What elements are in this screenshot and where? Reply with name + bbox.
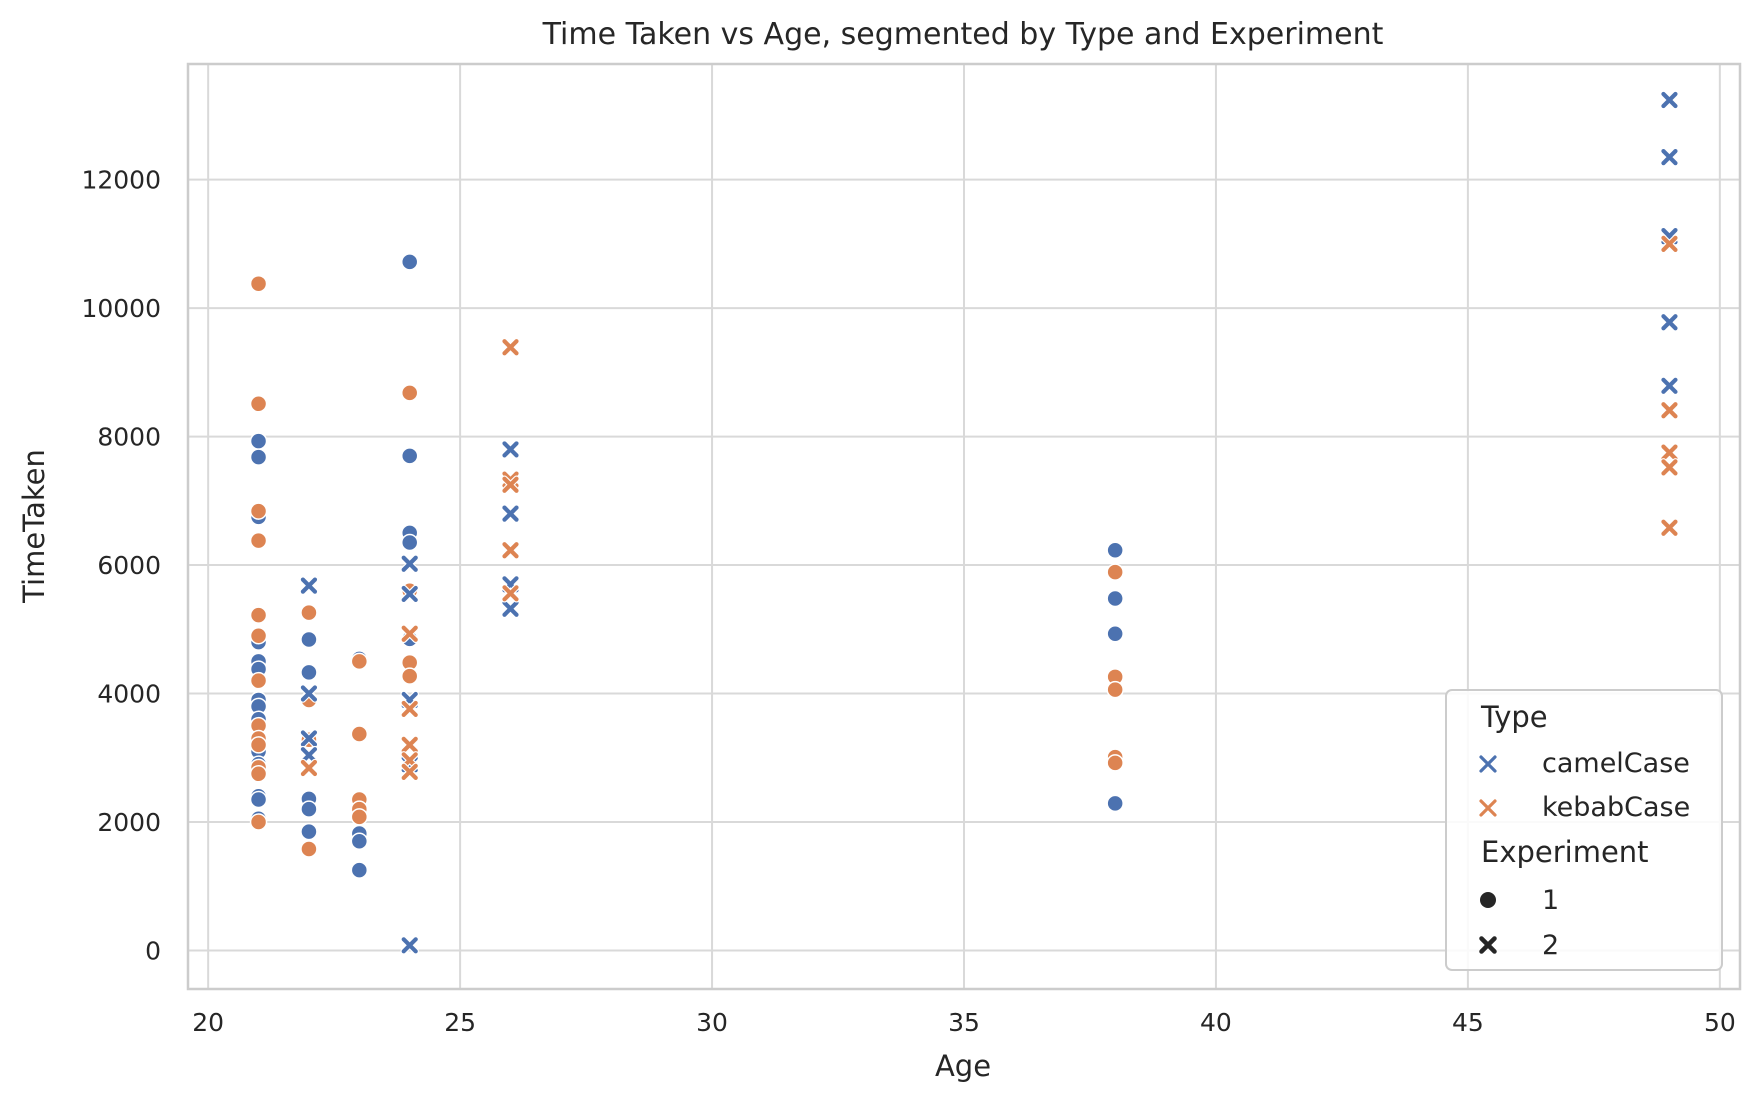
kebabcase-exp2-point [501, 541, 520, 560]
camelcase-exp1-point [300, 822, 318, 841]
camelcase-exp2-point [1660, 376, 1679, 396]
legend-camelcase-label: camelCase [1542, 748, 1690, 779]
legend-kebabcase-label: kebabCase [1542, 792, 1690, 823]
camelcase-exp1-point [300, 663, 318, 682]
camelcase-exp2-point [299, 684, 319, 703]
kebabcase-exp1-point [249, 765, 268, 783]
legend-experiment-2-label: 2 [1542, 930, 1559, 961]
kebabcase-exp2-point [1660, 234, 1679, 254]
x-tick-labels: 20 25 30 35 40 45 50 [192, 1008, 1736, 1037]
legend-camelcase-marker [1479, 755, 1497, 773]
camelcase-exp2-point [1660, 147, 1679, 167]
camelcase-exp2-point [299, 745, 319, 765]
y-tick-label: 2000 [97, 808, 161, 837]
x-tick-label: 50 [1704, 1008, 1736, 1037]
kebabcase-exp2-point [400, 735, 419, 755]
camelcase-exp1-point [249, 448, 268, 466]
kebabcase-exp2-point [1660, 458, 1679, 477]
y-tick-label: 0 [145, 936, 161, 965]
x-tick-label: 20 [192, 1008, 224, 1037]
y-tick-label: 6000 [97, 551, 161, 580]
y-tick-labels: 0 2000 4000 6000 8000 10000 12000 [81, 166, 161, 966]
camelcase-exp1-point [249, 790, 268, 809]
kebabcase-exp1-point [249, 626, 268, 645]
legend-type-title: Type [1480, 700, 1548, 734]
kebabcase-exp1-point [1106, 754, 1124, 772]
camelcase-exp2-point [299, 729, 319, 748]
kebabcase-exp2-point [1660, 518, 1679, 538]
camelcase-exp1-point [1106, 589, 1124, 608]
kebabcase-exp1-point [249, 671, 268, 690]
kebabcase-exp2-point [1660, 443, 1679, 462]
camelcase-exp1-point [300, 800, 318, 818]
camelcase-exp1-point [1106, 541, 1124, 560]
kebabcase-exp1-point [300, 840, 318, 858]
kebabcase-exp1-point [1106, 563, 1124, 581]
camelcase-exp1-point [350, 861, 369, 879]
kebabcase-exp1-point [249, 274, 268, 293]
kebabcase-exp1-point [249, 606, 268, 624]
y-tick-label: 12000 [81, 166, 161, 195]
kebabcase-exp2-point [400, 762, 419, 782]
camelcase-exp1-point [400, 533, 419, 552]
legend-experiment-2-marker [1479, 936, 1497, 954]
plot-frame [186, 62, 1742, 991]
x-tick-label: 35 [948, 1008, 980, 1037]
legend-experiment-title: Experiment [1481, 835, 1649, 869]
kebabcase-exp1-point [249, 395, 268, 413]
camelcase-exp2-point [501, 440, 520, 459]
legend-experiment-1-marker [1480, 892, 1496, 908]
kebabcase-exp1-point [400, 384, 419, 402]
y-tick-label: 4000 [97, 680, 161, 709]
data-points [249, 90, 1679, 955]
kebabcase-exp1-point [249, 736, 268, 754]
x-tick-label: 30 [696, 1008, 728, 1037]
camelcase-exp2-point [299, 576, 319, 595]
kebabcase-exp2-point [400, 624, 419, 644]
legend-experiment-1-label: 1 [1542, 885, 1559, 916]
camelcase-exp2-point [1660, 90, 1679, 110]
kebabcase-exp1-point [1106, 680, 1124, 699]
kebabcase-exp1-point [300, 603, 318, 622]
x-tick-label: 40 [1200, 1008, 1232, 1037]
camelcase-exp2-point [1660, 312, 1679, 332]
kebabcase-exp1-point [249, 813, 268, 831]
legend: Type camelCase kebabCase Experiment 1 2 [1445, 689, 1723, 971]
camelcase-exp2-point [501, 599, 520, 618]
camelcase-exp1-point [350, 832, 369, 851]
camelcase-exp1-point [249, 432, 268, 450]
kebabcase-exp1-point [350, 808, 369, 826]
kebabcase-exp1-point [350, 725, 369, 743]
camelcase-exp2-point [501, 504, 520, 523]
kebabcase-exp1-point [400, 667, 419, 685]
kebabcase-exp1-point [350, 652, 369, 671]
x-tick-label: 25 [444, 1008, 476, 1037]
camelcase-exp2-point [400, 554, 419, 574]
kebabcase-exp2-point [400, 699, 419, 719]
kebabcase-exp2-point [501, 584, 520, 603]
kebabcase-exp2-point [299, 758, 319, 778]
camelcase-exp1-point [1106, 625, 1124, 643]
kebabcase-exp2-point [501, 475, 520, 494]
chart-title: Time Taken vs Age, segmented by Type and… [542, 17, 1384, 52]
camelcase-exp2-point [400, 936, 419, 955]
camelcase-exp1-point [400, 253, 419, 271]
y-axis-label: TimeTaken [17, 449, 51, 604]
kebabcase-exp2-point [501, 338, 520, 357]
x-axis-label: Age [935, 1049, 991, 1083]
camelcase-exp1-point [1106, 794, 1124, 813]
x-tick-label: 45 [1452, 1008, 1484, 1037]
y-tick-label: 8000 [97, 423, 161, 452]
kebabcase-exp1-point [249, 502, 268, 520]
y-tick-label: 10000 [81, 294, 161, 323]
camelcase-exp1-point [300, 630, 318, 649]
camelcase-exp1-point [400, 447, 419, 465]
legend-kebabcase-marker [1479, 799, 1497, 817]
kebabcase-exp2-point [1660, 400, 1679, 420]
camelcase-exp2-point [400, 584, 419, 604]
kebabcase-exp1-point [249, 531, 268, 550]
legend-box [1445, 689, 1723, 971]
